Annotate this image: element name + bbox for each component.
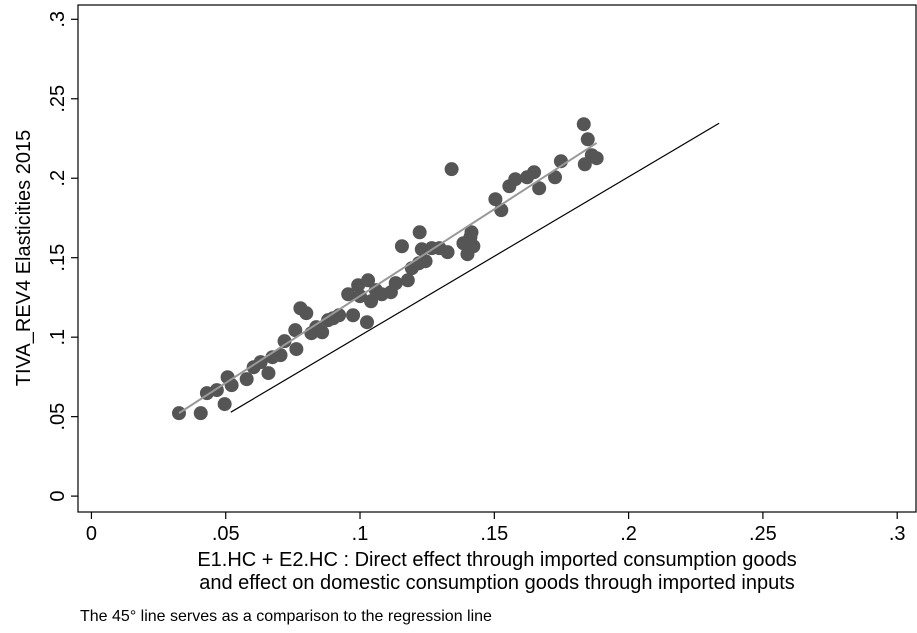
point xyxy=(217,397,232,412)
point xyxy=(589,151,604,166)
point xyxy=(360,315,375,330)
point xyxy=(576,117,591,132)
point xyxy=(299,306,314,321)
point xyxy=(346,308,361,323)
note: The 45° line serves as a comparison to t… xyxy=(80,608,492,625)
y-tick-label: 0 xyxy=(47,491,69,502)
y-tick-label: .2 xyxy=(47,170,69,187)
plot-frame xyxy=(77,4,917,513)
y-tick-label: .05 xyxy=(47,403,69,431)
x-tick-label: .15 xyxy=(480,523,508,545)
point xyxy=(394,239,409,254)
point xyxy=(580,132,595,147)
y-tick-label: .1 xyxy=(47,329,69,346)
y-tick-label: .25 xyxy=(47,85,69,113)
point xyxy=(341,287,356,302)
x-tick-label: .25 xyxy=(749,523,777,545)
point xyxy=(444,162,459,177)
y-axis-label: TIVA_REV4 Elasticities 2015 xyxy=(13,130,35,386)
point xyxy=(273,348,288,363)
point xyxy=(361,273,376,288)
point xyxy=(193,406,208,421)
point xyxy=(508,172,523,187)
point xyxy=(548,170,563,185)
point xyxy=(239,372,254,387)
x-tick-label: 0 xyxy=(86,523,97,545)
point xyxy=(527,165,542,180)
y-tick-label: .15 xyxy=(47,244,69,272)
point xyxy=(288,323,303,338)
x-tick-label: .3 xyxy=(889,523,906,545)
point xyxy=(488,192,503,207)
point xyxy=(464,225,479,240)
x-tick-label: .2 xyxy=(620,523,637,545)
point xyxy=(277,334,292,349)
point xyxy=(364,294,379,309)
point xyxy=(418,254,433,269)
point xyxy=(466,239,481,254)
regression-line xyxy=(178,142,598,414)
point xyxy=(440,245,455,260)
point xyxy=(400,273,415,288)
x-axis-label: E1.HC + E2.HC : Direct effect through im… xyxy=(197,549,796,571)
point xyxy=(388,276,403,291)
point xyxy=(532,181,547,196)
x-tick-label: .1 xyxy=(352,523,369,545)
reference-line xyxy=(230,122,720,413)
point xyxy=(412,225,427,240)
point xyxy=(261,366,276,381)
y-tick-label: .3 xyxy=(47,11,69,28)
point xyxy=(289,342,304,357)
point xyxy=(315,325,330,340)
x-axis-label: and effect on domestic consumption goods… xyxy=(199,572,795,594)
x-tick-label: .05 xyxy=(212,523,240,545)
